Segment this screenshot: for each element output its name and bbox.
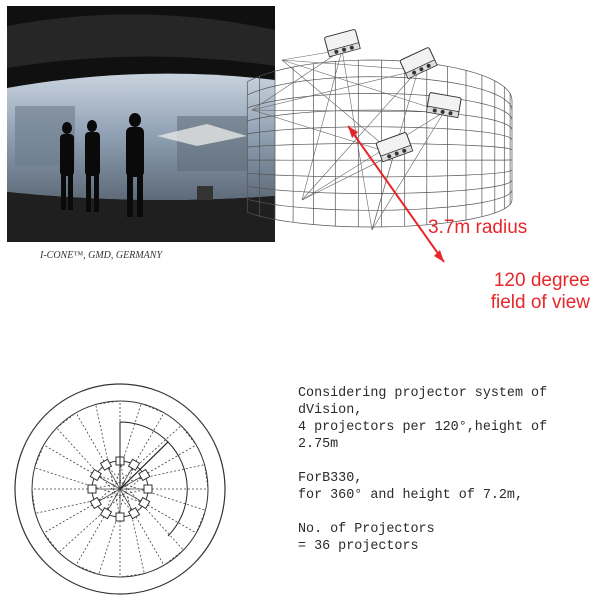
plan-projector <box>129 459 140 470</box>
grid-horizontal-line <box>247 60 512 100</box>
fov-label-line2: field of view <box>466 292 590 314</box>
plan-projector <box>90 470 101 481</box>
projection-ray <box>282 60 394 154</box>
projection-ray <box>302 112 444 200</box>
photo-caption: I-CONE™, GMD, GERMANY <box>40 250 240 261</box>
plan-projector <box>116 513 124 521</box>
wireframe-schematic <box>222 0 593 275</box>
plan-svg <box>2 378 234 600</box>
plan-projector <box>139 498 150 509</box>
projector-icon <box>400 47 437 79</box>
grid-horizontal-line <box>247 190 512 210</box>
plan-projector <box>144 485 152 493</box>
cylindrical-screen-wireframe <box>222 0 593 275</box>
plan-projector <box>88 485 96 493</box>
radius-label: 3.7m radius <box>428 217 527 239</box>
projection-ray <box>252 110 394 154</box>
projector-icon <box>426 92 461 117</box>
note-projector-count: No. of Projectors = 36 projectors <box>298 521 592 555</box>
fov-label-line1: 120 degree <box>466 270 590 292</box>
arrow-head-bottom <box>434 250 444 262</box>
plan-projector <box>101 508 112 519</box>
projector-plan-diagram <box>2 378 234 600</box>
notes-panel: Considering projector system of dVision,… <box>298 385 592 572</box>
note-b330: ForB330, for 360° and height of 7.2m, <box>298 470 592 504</box>
grid-horizontal-line <box>247 127 512 140</box>
grid-horizontal-line <box>247 180 512 194</box>
projector-icon <box>324 29 360 57</box>
fov-label: 120 degree field of view <box>466 270 590 314</box>
note-system: Considering projector system of dVision,… <box>298 385 592 453</box>
